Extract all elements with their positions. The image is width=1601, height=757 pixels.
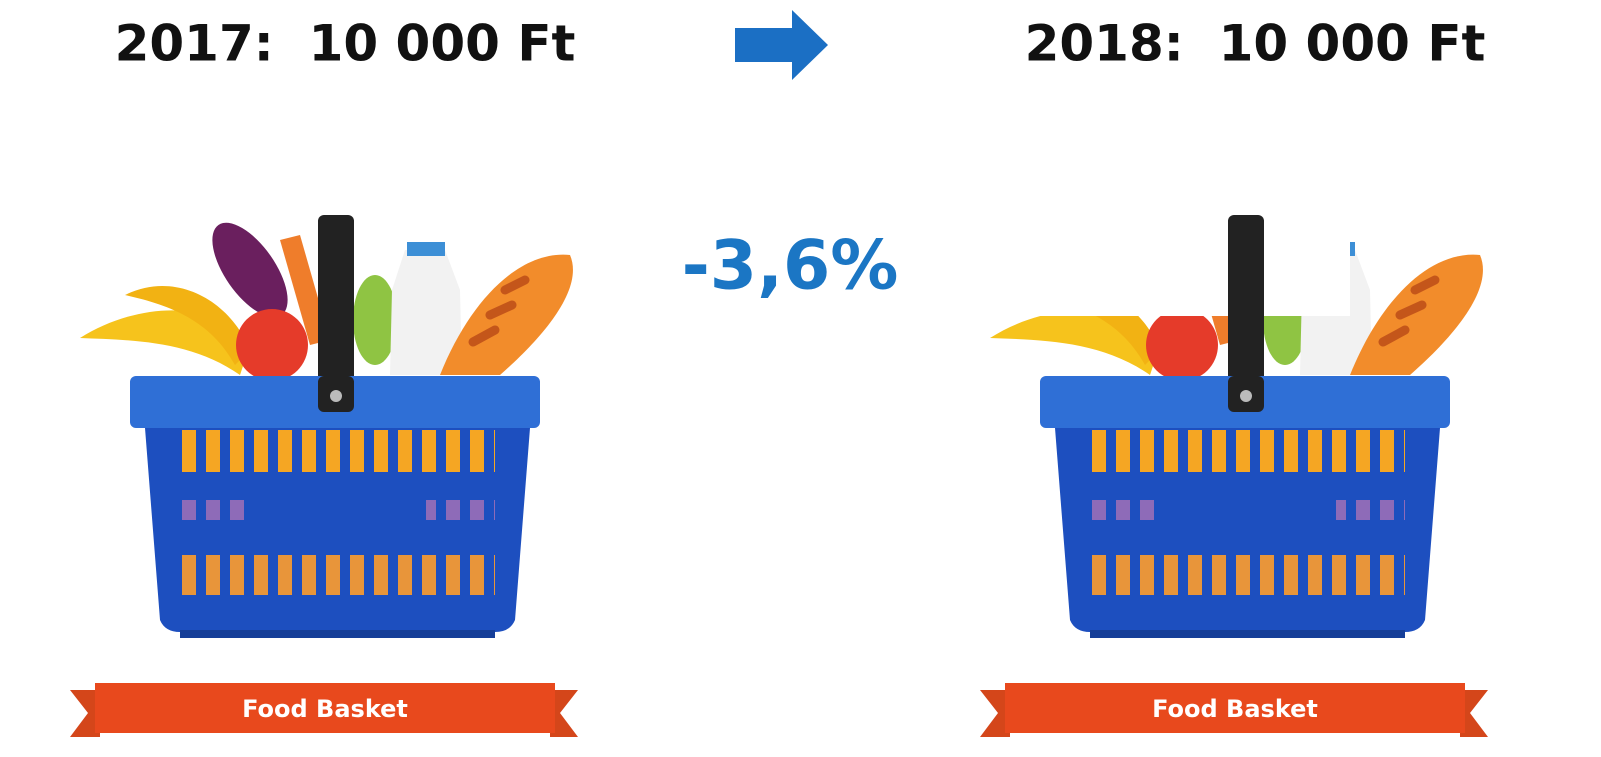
infographic: 2017: 10 000 Ft 2018: 10 000 Ft -3,6% Fo… — [0, 0, 1601, 757]
arrow — [735, 10, 828, 80]
banner-label: Food Basket — [242, 695, 408, 723]
change-label: -3,6% — [682, 227, 899, 306]
page: 2017: 10 000 Ft 2018: 10 000 Ft -3,6% Fo… — [0, 0, 1601, 757]
basket-2018: Food Basket — [980, 211, 1488, 737]
banner-label: Food Basket — [1152, 695, 1318, 723]
basket-2017: Food Basket — [70, 211, 578, 737]
year-label: 2017: 10 000 Ft — [115, 15, 576, 73]
year-label: 2018: 10 000 Ft — [1025, 15, 1486, 73]
